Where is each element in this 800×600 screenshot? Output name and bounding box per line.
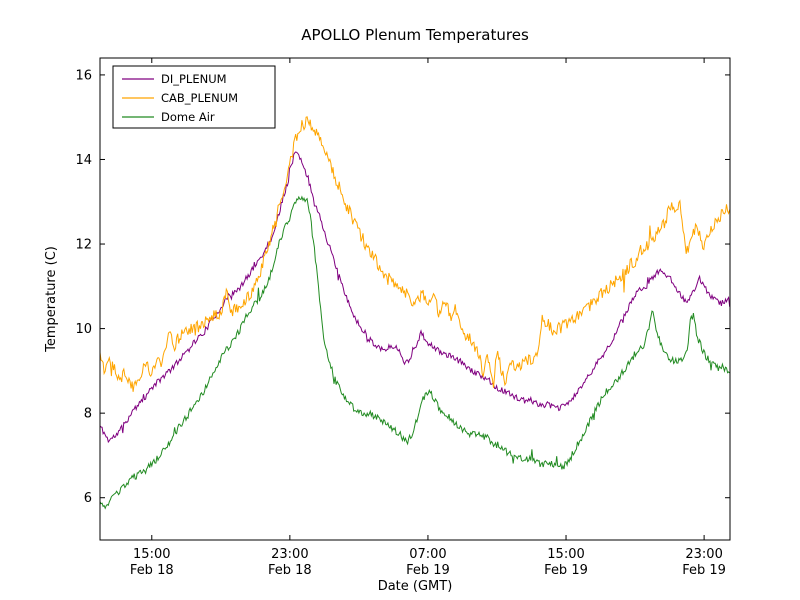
y-tick-label: 8 bbox=[84, 407, 92, 422]
legend-box bbox=[112, 65, 276, 129]
x-tick-label-date: Feb 19 bbox=[682, 563, 726, 578]
x-tick-label-time: 23:00 bbox=[271, 547, 308, 562]
plot-border bbox=[99, 57, 731, 541]
y-axis-label: Temperature (C) bbox=[44, 246, 59, 353]
x-tick-label-date: Feb 19 bbox=[406, 563, 450, 578]
x-tick-label-time: 07:00 bbox=[409, 547, 446, 562]
x-tick-label-date: Feb 19 bbox=[544, 563, 588, 578]
x-tick-label-time: 15:00 bbox=[133, 547, 170, 562]
x-tick-label-date: Feb 18 bbox=[268, 563, 312, 578]
x-tick-label-time: 15:00 bbox=[547, 547, 584, 562]
y-tick-label: 6 bbox=[84, 491, 92, 506]
y-tick-label: 10 bbox=[75, 322, 92, 337]
series-lines bbox=[100, 116, 730, 510]
chart-title: APOLLO Plenum Temperatures bbox=[301, 26, 529, 44]
series-line-dome-air bbox=[100, 195, 730, 510]
legend-entry-label: CAB_PLENUM bbox=[161, 91, 238, 105]
series-line-cab-plenum bbox=[100, 116, 730, 392]
legend-entry-label: Dome Air bbox=[161, 110, 215, 124]
y-tick-label: 12 bbox=[75, 238, 92, 253]
series-line-di-plenum bbox=[100, 151, 730, 444]
legend: DI_PLENUM CAB_PLENUM Dome Air bbox=[112, 65, 276, 129]
y-tick-label: 14 bbox=[75, 153, 92, 168]
y-tick-label: 16 bbox=[75, 68, 92, 83]
x-tick-label-date: Feb 18 bbox=[130, 563, 174, 578]
x-axis-label: Date (GMT) bbox=[378, 579, 453, 594]
legend-entry-label: DI_PLENUM bbox=[161, 72, 227, 86]
x-tick-label-time: 23:00 bbox=[685, 547, 722, 562]
